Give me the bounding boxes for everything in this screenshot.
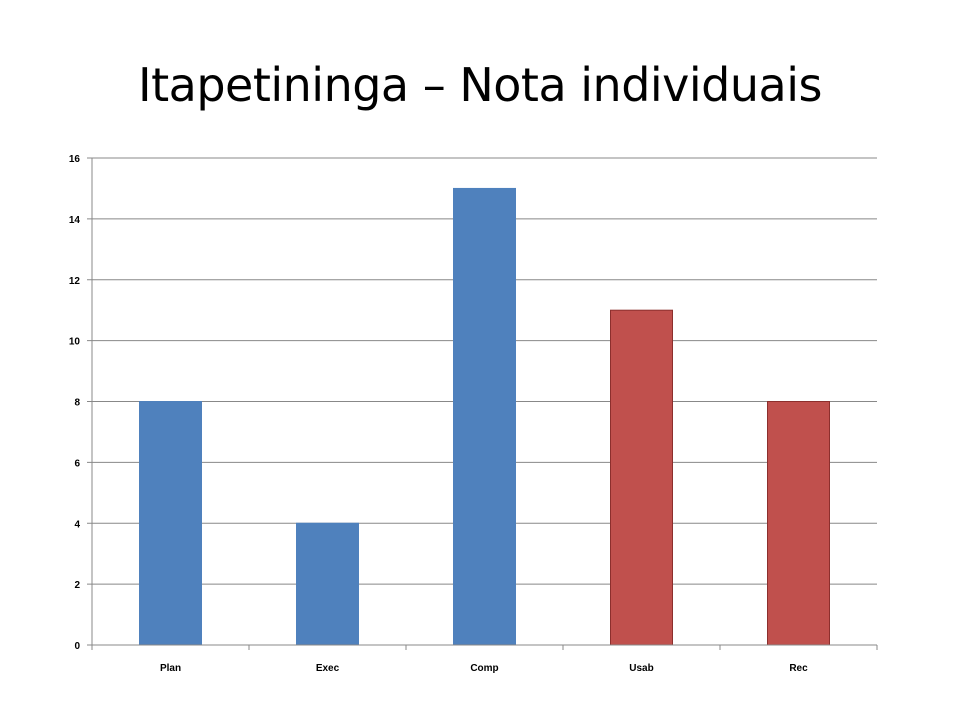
- bar-comp: [453, 187, 516, 646]
- y-tick-label: 0: [74, 641, 80, 652]
- y-tick-label: 14: [69, 215, 81, 226]
- bar-plan: [139, 401, 202, 646]
- bars: [139, 187, 830, 646]
- x-tick-label: Usab: [629, 663, 653, 674]
- y-tick-label: 2: [74, 580, 80, 591]
- bar-rec: [767, 401, 830, 646]
- y-axis-ticks: 0 2 4 6 8 10 12 14 16: [69, 154, 92, 652]
- chart-title: Itapetininga – Nota individuais: [138, 58, 822, 112]
- y-tick-label: 10: [69, 337, 81, 348]
- y-tick-label: 12: [69, 276, 81, 287]
- bar-usab: [610, 309, 673, 646]
- y-tick-label: 16: [69, 154, 81, 165]
- x-axis-ticks: Plan Exec Comp Usab Rec: [91, 645, 878, 674]
- y-tick-label: 6: [74, 458, 80, 469]
- x-tick-label: Comp: [470, 663, 498, 674]
- x-tick-label: Rec: [789, 663, 808, 674]
- x-tick-label: Plan: [160, 663, 181, 674]
- y-tick-label: 8: [74, 398, 80, 409]
- y-tick-label: 4: [74, 519, 80, 530]
- axes: [87, 158, 877, 646]
- bar-exec: [296, 522, 359, 646]
- x-tick-label: Exec: [316, 663, 340, 674]
